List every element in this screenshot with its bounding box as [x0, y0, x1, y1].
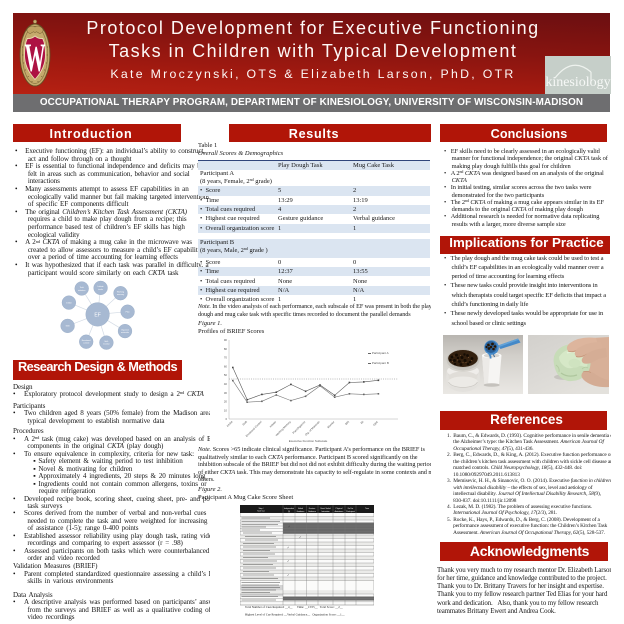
- svg-text:✓: ✓: [287, 573, 290, 577]
- svg-text:Inhibit: Inhibit: [226, 420, 234, 428]
- svg-text:W: W: [25, 35, 46, 80]
- svg-text:Step /: Step /: [259, 507, 264, 510]
- svg-text:0: 0: [225, 417, 227, 421]
- svg-text:memory: memory: [117, 294, 124, 296]
- svg-text:tasks: tasks: [98, 288, 103, 291]
- svg-text:Time: Time: [365, 508, 369, 510]
- svg-text:Initiate: Initiate: [98, 285, 105, 288]
- svg-text:Physical: Physical: [336, 508, 343, 510]
- svg-text:Task: Task: [80, 287, 84, 289]
- svg-text:Monitor: Monitor: [326, 420, 335, 429]
- svg-text:Guidance: Guidance: [308, 511, 316, 513]
- svg-text:✓: ✓: [288, 525, 291, 529]
- svg-text:50: 50: [224, 373, 228, 377]
- svg-text:Total Number of Cues Required:: Total Number of Cues Required: __4__ Tim…: [245, 605, 343, 609]
- svg-text:✓: ✓: [287, 546, 290, 550]
- svg-text:Executive Function Subscale: Executive Function Subscale: [289, 439, 328, 443]
- svg-text:Inhibit: Inhibit: [66, 301, 72, 304]
- svg-text:Do For: Do For: [348, 508, 354, 510]
- svg-text:Verbal: Verbal: [298, 508, 304, 510]
- svg-text:60: 60: [224, 364, 228, 368]
- svg-text:20: 20: [224, 400, 228, 404]
- svg-text:Instruction: Instruction: [321, 510, 329, 513]
- svg-text:Highest Level of Cue Required:: Highest Level of Cue Required: __Verbal …: [245, 613, 345, 617]
- svg-text:Independent: Independent: [284, 507, 294, 510]
- svg-text:80: 80: [224, 347, 228, 351]
- svg-text:initiation: initiation: [78, 289, 85, 292]
- svg-text:30: 30: [224, 391, 228, 395]
- svg-text:▬ Participant A: ▬ Participant A: [368, 351, 389, 355]
- svg-text:BRI: BRI: [344, 420, 350, 426]
- svg-text:Assistance: Assistance: [335, 510, 344, 513]
- svg-text:materials: materials: [121, 331, 129, 334]
- svg-text:control: control: [83, 342, 90, 345]
- svg-text:✓: ✓: [287, 559, 290, 563]
- svg-text:Gesture: Gesture: [309, 507, 315, 510]
- svg-text:kinesiology: kinesiology: [545, 75, 610, 90]
- svg-text:Self-: Self-: [104, 341, 108, 343]
- svg-text:MI: MI: [360, 420, 365, 425]
- svg-text:Plan: Plan: [126, 312, 130, 314]
- svg-text:Organize: Organize: [121, 329, 130, 331]
- svg-text:Task Cue: Task Cue: [257, 511, 265, 513]
- svg-text:(1): (1): [288, 511, 291, 513]
- svg-text:Shift: Shift: [66, 325, 70, 328]
- svg-text:Org. of Materials: Org. of Materials: [304, 419, 321, 436]
- svg-text:Participant: Participant: [346, 510, 355, 513]
- svg-text:monitor: monitor: [103, 343, 110, 346]
- svg-text:10: 10: [224, 408, 228, 412]
- svg-text:Shift: Shift: [241, 420, 248, 427]
- svg-text:GEC: GEC: [372, 420, 379, 427]
- svg-text:70: 70: [224, 356, 228, 360]
- svg-text:Working Memory: Working Memory: [274, 419, 292, 437]
- svg-text:Plan/Organize: Plan/Organize: [291, 420, 306, 435]
- svg-text:Working: Working: [117, 292, 124, 294]
- svg-text:90: 90: [224, 338, 228, 342]
- svg-text:EF: EF: [94, 312, 100, 318]
- svg-text:▬ Participant B: ▬ Participant B: [368, 361, 389, 365]
- svg-text:40: 40: [224, 382, 228, 386]
- svg-text:✓: ✓: [299, 535, 302, 539]
- svg-text:Direct Verbal: Direct Verbal: [320, 507, 331, 510]
- svg-text:Initiate: Initiate: [269, 420, 278, 429]
- svg-text:Guidance: Guidance: [297, 511, 305, 513]
- svg-text:Emotional: Emotional: [82, 339, 91, 342]
